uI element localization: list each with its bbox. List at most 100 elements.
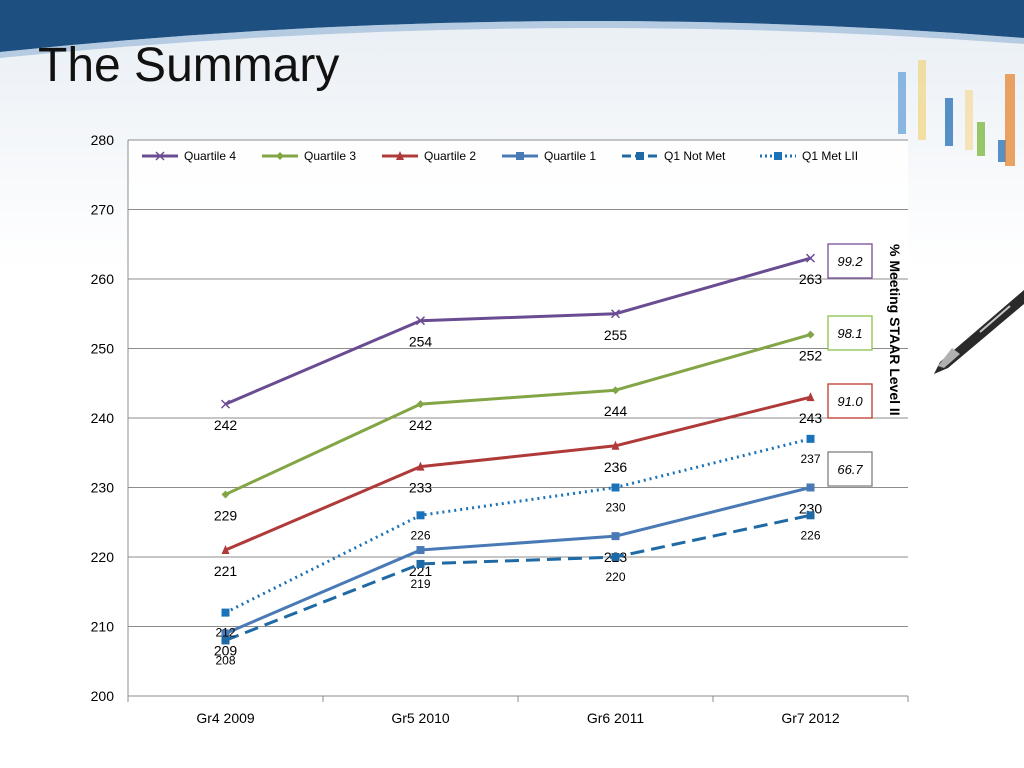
legend-marker xyxy=(636,152,644,160)
legend-label: Q1 Met LII xyxy=(802,149,858,163)
series-q1-not-met-data-label: 226 xyxy=(800,528,820,542)
series-quartile-2-point xyxy=(221,545,230,555)
legend-marker xyxy=(516,152,524,160)
series-q1-not-met-line xyxy=(224,513,811,642)
side-value-box: 66.7 xyxy=(827,451,873,487)
series-quartile-2-data-label: 221 xyxy=(214,563,238,579)
y-tick-label: 220 xyxy=(91,549,115,565)
series-quartile-3-point xyxy=(806,330,815,339)
y-tick-label: 260 xyxy=(91,271,115,287)
legend-marker xyxy=(155,151,165,161)
legend-label: Q1 Not Met xyxy=(664,149,726,163)
series-quartile-2-line xyxy=(224,395,811,552)
side-value-box: 91.0 xyxy=(827,383,873,419)
side-value-text: 91.0 xyxy=(837,394,863,409)
marker-stroke xyxy=(805,253,816,263)
pen-graphic xyxy=(934,290,1024,374)
series-quartile-1-line xyxy=(224,486,811,635)
x-tick-label: Gr4 2009 xyxy=(196,710,255,726)
series-quartile-1-point xyxy=(416,546,425,555)
side-value-frame xyxy=(827,315,873,351)
series-quartile-3-data-label: 252 xyxy=(799,348,823,364)
marker-stroke xyxy=(155,151,165,161)
legend-quartile-4: Quartile 4 xyxy=(142,149,236,163)
y-tick-label: 210 xyxy=(91,619,115,635)
side-value-frame xyxy=(827,383,873,419)
series-quartile-2-point xyxy=(416,461,425,471)
legend-quartile-3: Quartile 3 xyxy=(262,149,356,163)
series-q1-met-lii-point xyxy=(611,483,620,492)
series-q1-met-lii-point xyxy=(806,434,815,443)
legend-marker xyxy=(396,151,404,160)
legend-marker xyxy=(276,152,284,160)
y-tick-label: 200 xyxy=(91,688,115,704)
series-quartile-2-point xyxy=(806,392,815,402)
legend-marker xyxy=(774,152,782,160)
series-q1-not-met-data-label: 208 xyxy=(215,653,235,667)
series-quartile-2-data-label: 236 xyxy=(604,459,628,475)
series-quartile-1-point xyxy=(221,629,230,638)
legend-label: Quartile 4 xyxy=(184,149,236,163)
legend-q1-met-lii: Q1 Met LII xyxy=(760,149,858,163)
series-q1-met-lii-data-label: 226 xyxy=(410,528,430,542)
series-q1-met-lii-point xyxy=(416,511,425,520)
decorative-bars-graphic xyxy=(898,60,1015,166)
side-value-text: 99.2 xyxy=(837,254,863,269)
series-quartile-4-data-label: 263 xyxy=(799,271,823,287)
y-tick-label: 250 xyxy=(91,341,115,357)
series-quartile-3-point xyxy=(221,490,230,499)
series-quartile-3-point xyxy=(416,400,425,409)
marker-stroke xyxy=(415,316,426,326)
y-tick-label: 270 xyxy=(91,202,115,218)
series-q1-not-met-data-label: 220 xyxy=(605,570,625,584)
series-quartile-1-data-label: 209 xyxy=(214,642,238,658)
legend-label: Quartile 3 xyxy=(304,149,356,163)
series-q1-not-met-point xyxy=(416,559,425,568)
side-value-box: 99.2 xyxy=(827,243,873,279)
side-value-text: 98.1 xyxy=(837,326,862,341)
y-tick-label: 280 xyxy=(91,132,115,148)
series-q1-met-lii-line xyxy=(224,437,811,614)
y-tick-label: 230 xyxy=(91,480,115,496)
legend-label: Quartile 2 xyxy=(424,149,476,163)
series-quartile-4-data-label: 254 xyxy=(409,334,433,350)
series-q1-met-lii-data-label: 237 xyxy=(800,452,820,466)
series-quartile-4-data-label: 242 xyxy=(214,417,238,433)
legend-label: Quartile 1 xyxy=(544,149,596,163)
series-q1-not-met-point xyxy=(806,511,815,520)
x-tick-label: Gr6 2011 xyxy=(587,710,645,726)
marker-stroke xyxy=(220,399,231,409)
y-tick-label: 240 xyxy=(91,410,115,426)
series-quartile-4-data-label: 255 xyxy=(604,327,628,343)
series-quartile-1-point xyxy=(806,483,815,492)
series-q1-met-lii-point xyxy=(221,608,230,617)
legend-q1-not-met: Q1 Not Met xyxy=(622,149,726,163)
series-quartile-1-point xyxy=(611,532,620,541)
side-value-text: 66.7 xyxy=(837,462,863,477)
slide-title: The Summary xyxy=(38,39,340,92)
series-quartile-3-data-label: 242 xyxy=(409,417,433,433)
series-quartile-3-data-label: 229 xyxy=(214,507,238,523)
series-quartile-4-point xyxy=(220,399,231,409)
series-q1-met-lii-data-label: 212 xyxy=(215,626,235,640)
legend-quartile-1: Quartile 1 xyxy=(502,149,596,163)
series-q1-not-met-data-label: 219 xyxy=(410,577,430,591)
series-q1-not-met-point xyxy=(611,553,620,561)
series-quartile-3-line xyxy=(224,333,811,496)
side-axis-label: % Meeting STAAR Level II xyxy=(887,244,903,416)
series-quartile-4-point xyxy=(415,316,426,326)
side-value-frame xyxy=(827,243,873,279)
x-tick-label: Gr5 2010 xyxy=(391,710,450,726)
series-quartile-3-data-label: 244 xyxy=(604,403,628,419)
series-q1-met-lii-data-label: 230 xyxy=(605,501,625,515)
legend-quartile-2: Quartile 2 xyxy=(382,149,476,163)
series-quartile-4-line xyxy=(224,256,811,406)
side-value-frame xyxy=(827,451,873,487)
side-value-box: 98.1 xyxy=(827,315,873,351)
header-band xyxy=(0,0,1024,59)
marker-stroke xyxy=(610,309,621,319)
series-quartile-2-data-label: 233 xyxy=(409,480,433,496)
series-quartile-2-data-label: 243 xyxy=(799,410,823,426)
series-q1-not-met-point xyxy=(221,636,230,645)
